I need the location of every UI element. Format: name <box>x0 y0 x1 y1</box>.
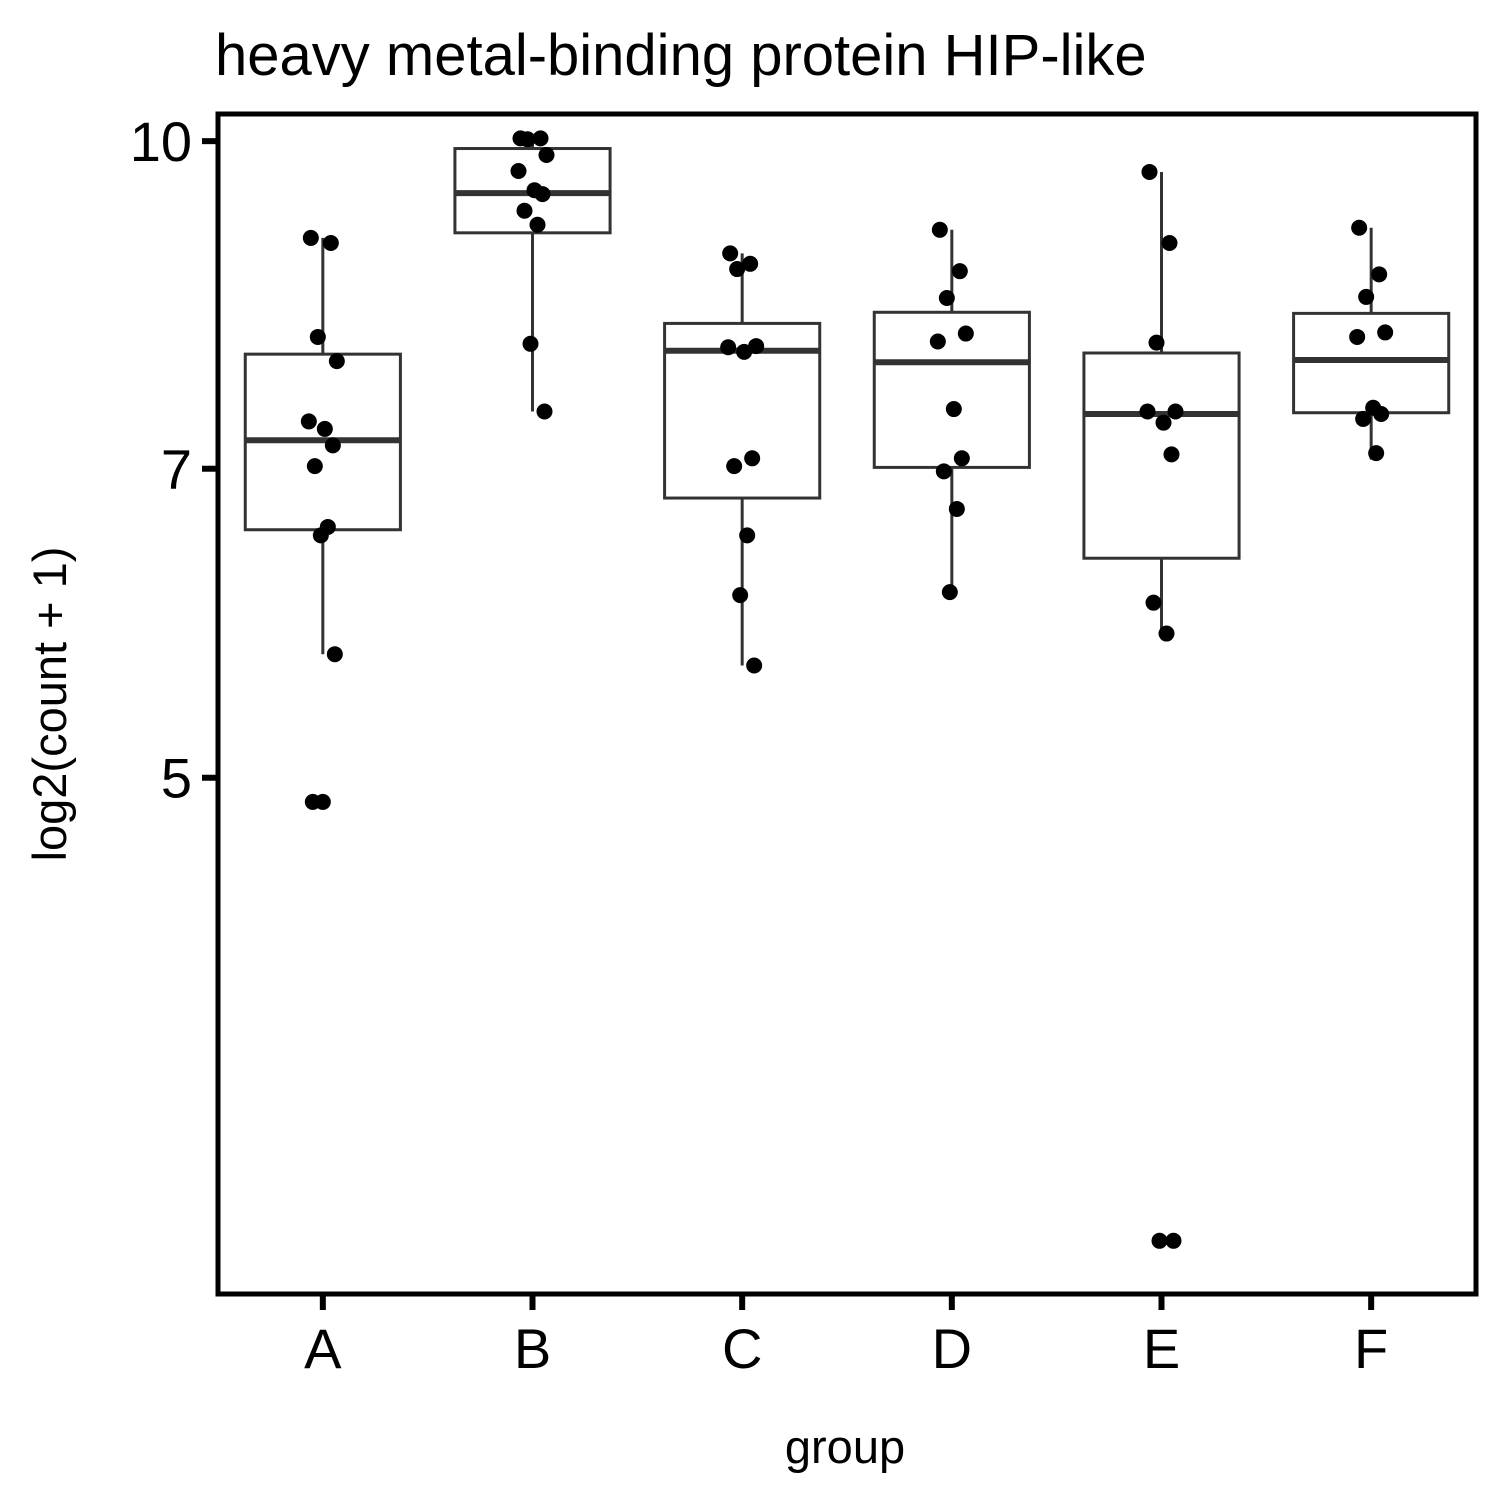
data-point <box>532 130 549 147</box>
data-point <box>302 229 319 246</box>
data-point <box>314 793 331 810</box>
data-point <box>732 587 749 604</box>
box-E <box>1082 171 1241 634</box>
data-point <box>1377 324 1394 341</box>
data-point <box>1161 235 1178 252</box>
box-B <box>453 138 612 412</box>
data-point <box>312 527 329 544</box>
data-point <box>326 646 343 663</box>
data-point <box>324 437 341 454</box>
box-body-F <box>1292 311 1451 415</box>
x-tick-label: B <box>514 1317 551 1380</box>
box-C <box>663 253 822 666</box>
data-point <box>739 527 756 544</box>
data-point <box>742 255 759 272</box>
data-point <box>1145 594 1162 611</box>
data-point <box>538 147 555 164</box>
data-point <box>1368 445 1385 462</box>
y-axis-title: log2(count + 1) <box>23 547 76 862</box>
data-points <box>300 130 1394 1249</box>
data-point <box>746 657 763 674</box>
data-point <box>1371 266 1388 283</box>
data-point <box>931 221 948 238</box>
data-point <box>722 245 739 262</box>
box-body-D <box>872 310 1031 469</box>
data-point <box>306 458 323 475</box>
data-point <box>1355 410 1372 427</box>
box-A <box>243 237 402 655</box>
x-tick-label: D <box>932 1317 972 1380</box>
x-axis-title: group <box>785 1420 905 1473</box>
data-point <box>1373 405 1390 422</box>
data-point <box>951 263 968 280</box>
data-point <box>1163 446 1180 463</box>
data-point <box>516 202 533 219</box>
data-point <box>309 328 326 345</box>
y-tick-label: 5 <box>161 747 192 810</box>
x-axis: A B C D E F <box>304 1294 1388 1380</box>
data-point <box>316 420 333 437</box>
data-point <box>736 343 753 360</box>
data-point <box>726 458 743 475</box>
data-point <box>328 353 345 370</box>
data-point <box>529 216 546 233</box>
data-point <box>935 463 952 480</box>
data-point <box>1155 414 1172 431</box>
data-point <box>519 131 536 148</box>
box-body-E <box>1082 351 1241 560</box>
data-point <box>929 333 946 350</box>
x-tick-label: C <box>722 1317 762 1380</box>
data-point <box>522 335 539 352</box>
data-point <box>1349 328 1366 345</box>
data-point <box>1358 288 1375 305</box>
y-tick-label: 7 <box>161 438 192 501</box>
data-point <box>748 338 765 355</box>
data-point <box>744 450 761 467</box>
data-point <box>1351 219 1368 236</box>
x-tick-label: A <box>304 1317 342 1380</box>
data-point <box>534 186 551 203</box>
data-point <box>729 261 746 278</box>
data-point <box>1141 163 1158 180</box>
box-D <box>872 229 1031 593</box>
data-point <box>948 500 965 517</box>
x-tick-label: F <box>1354 1317 1388 1380</box>
box-F <box>1292 227 1451 460</box>
data-point <box>1148 334 1165 351</box>
boxes <box>243 138 1451 666</box>
data-point <box>1165 1232 1182 1249</box>
data-point <box>1139 403 1156 420</box>
data-point <box>953 450 970 467</box>
data-point <box>720 339 737 356</box>
chart-title: heavy metal-binding protein HIP-like <box>215 23 1147 88</box>
data-point <box>536 403 553 420</box>
data-point <box>938 290 955 307</box>
data-point <box>510 163 527 180</box>
data-point <box>1151 1232 1168 1249</box>
y-axis: 5 7 10 <box>130 110 218 810</box>
x-tick-label: E <box>1143 1317 1180 1380</box>
data-point <box>945 401 962 418</box>
data-point <box>957 325 974 342</box>
data-point <box>322 235 339 252</box>
data-point <box>941 584 958 601</box>
data-point <box>1167 403 1184 420</box>
y-tick-label: 10 <box>130 110 192 173</box>
data-point <box>300 413 317 430</box>
data-point <box>1158 625 1175 642</box>
plot-panel <box>215 111 1479 1297</box>
